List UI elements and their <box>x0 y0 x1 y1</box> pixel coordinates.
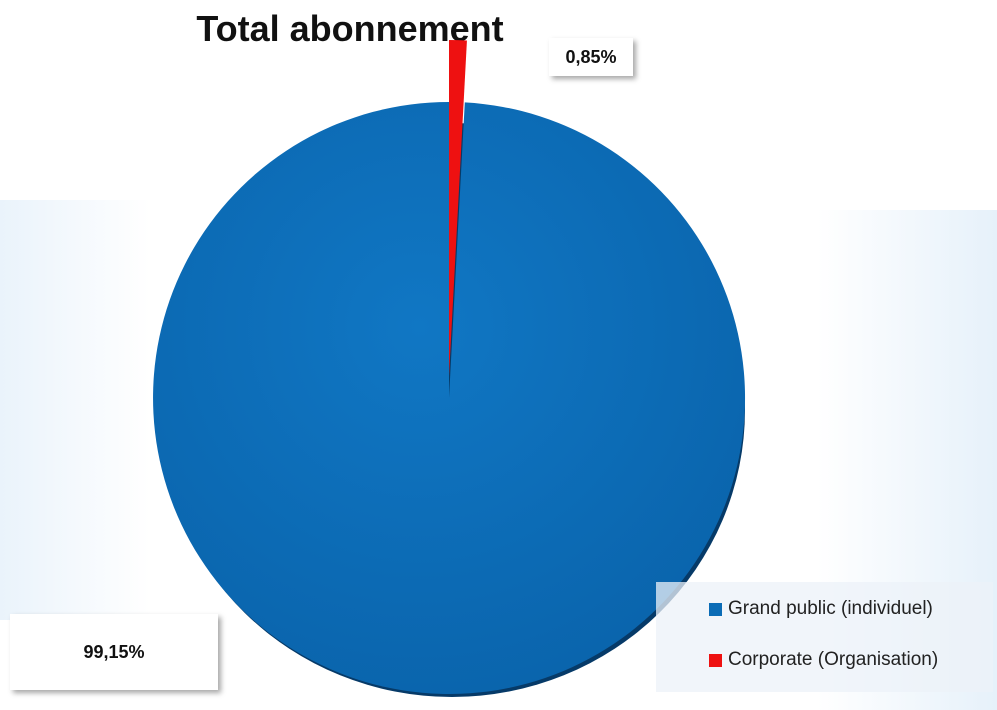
data-label-corporate: 0,85% <box>549 38 633 76</box>
legend-item-grand-public: Grand public (individuel) <box>709 598 933 620</box>
background-wave-left <box>0 200 150 620</box>
legend-label-grand-public: Grand public (individuel) <box>728 598 933 619</box>
legend: Grand public (individuel) Corporate (Org… <box>656 582 993 692</box>
legend-swatch-corporate <box>709 653 722 667</box>
pie-slice-grand-public <box>153 102 746 695</box>
legend-swatch-grand-public <box>709 602 722 616</box>
pie-slice-corporate <box>449 40 467 376</box>
legend-item-corporate: Corporate (Organisation) <box>709 649 938 671</box>
legend-label-corporate: Corporate (Organisation) <box>728 649 939 670</box>
data-label-grand-public: 99,15% <box>10 614 218 690</box>
